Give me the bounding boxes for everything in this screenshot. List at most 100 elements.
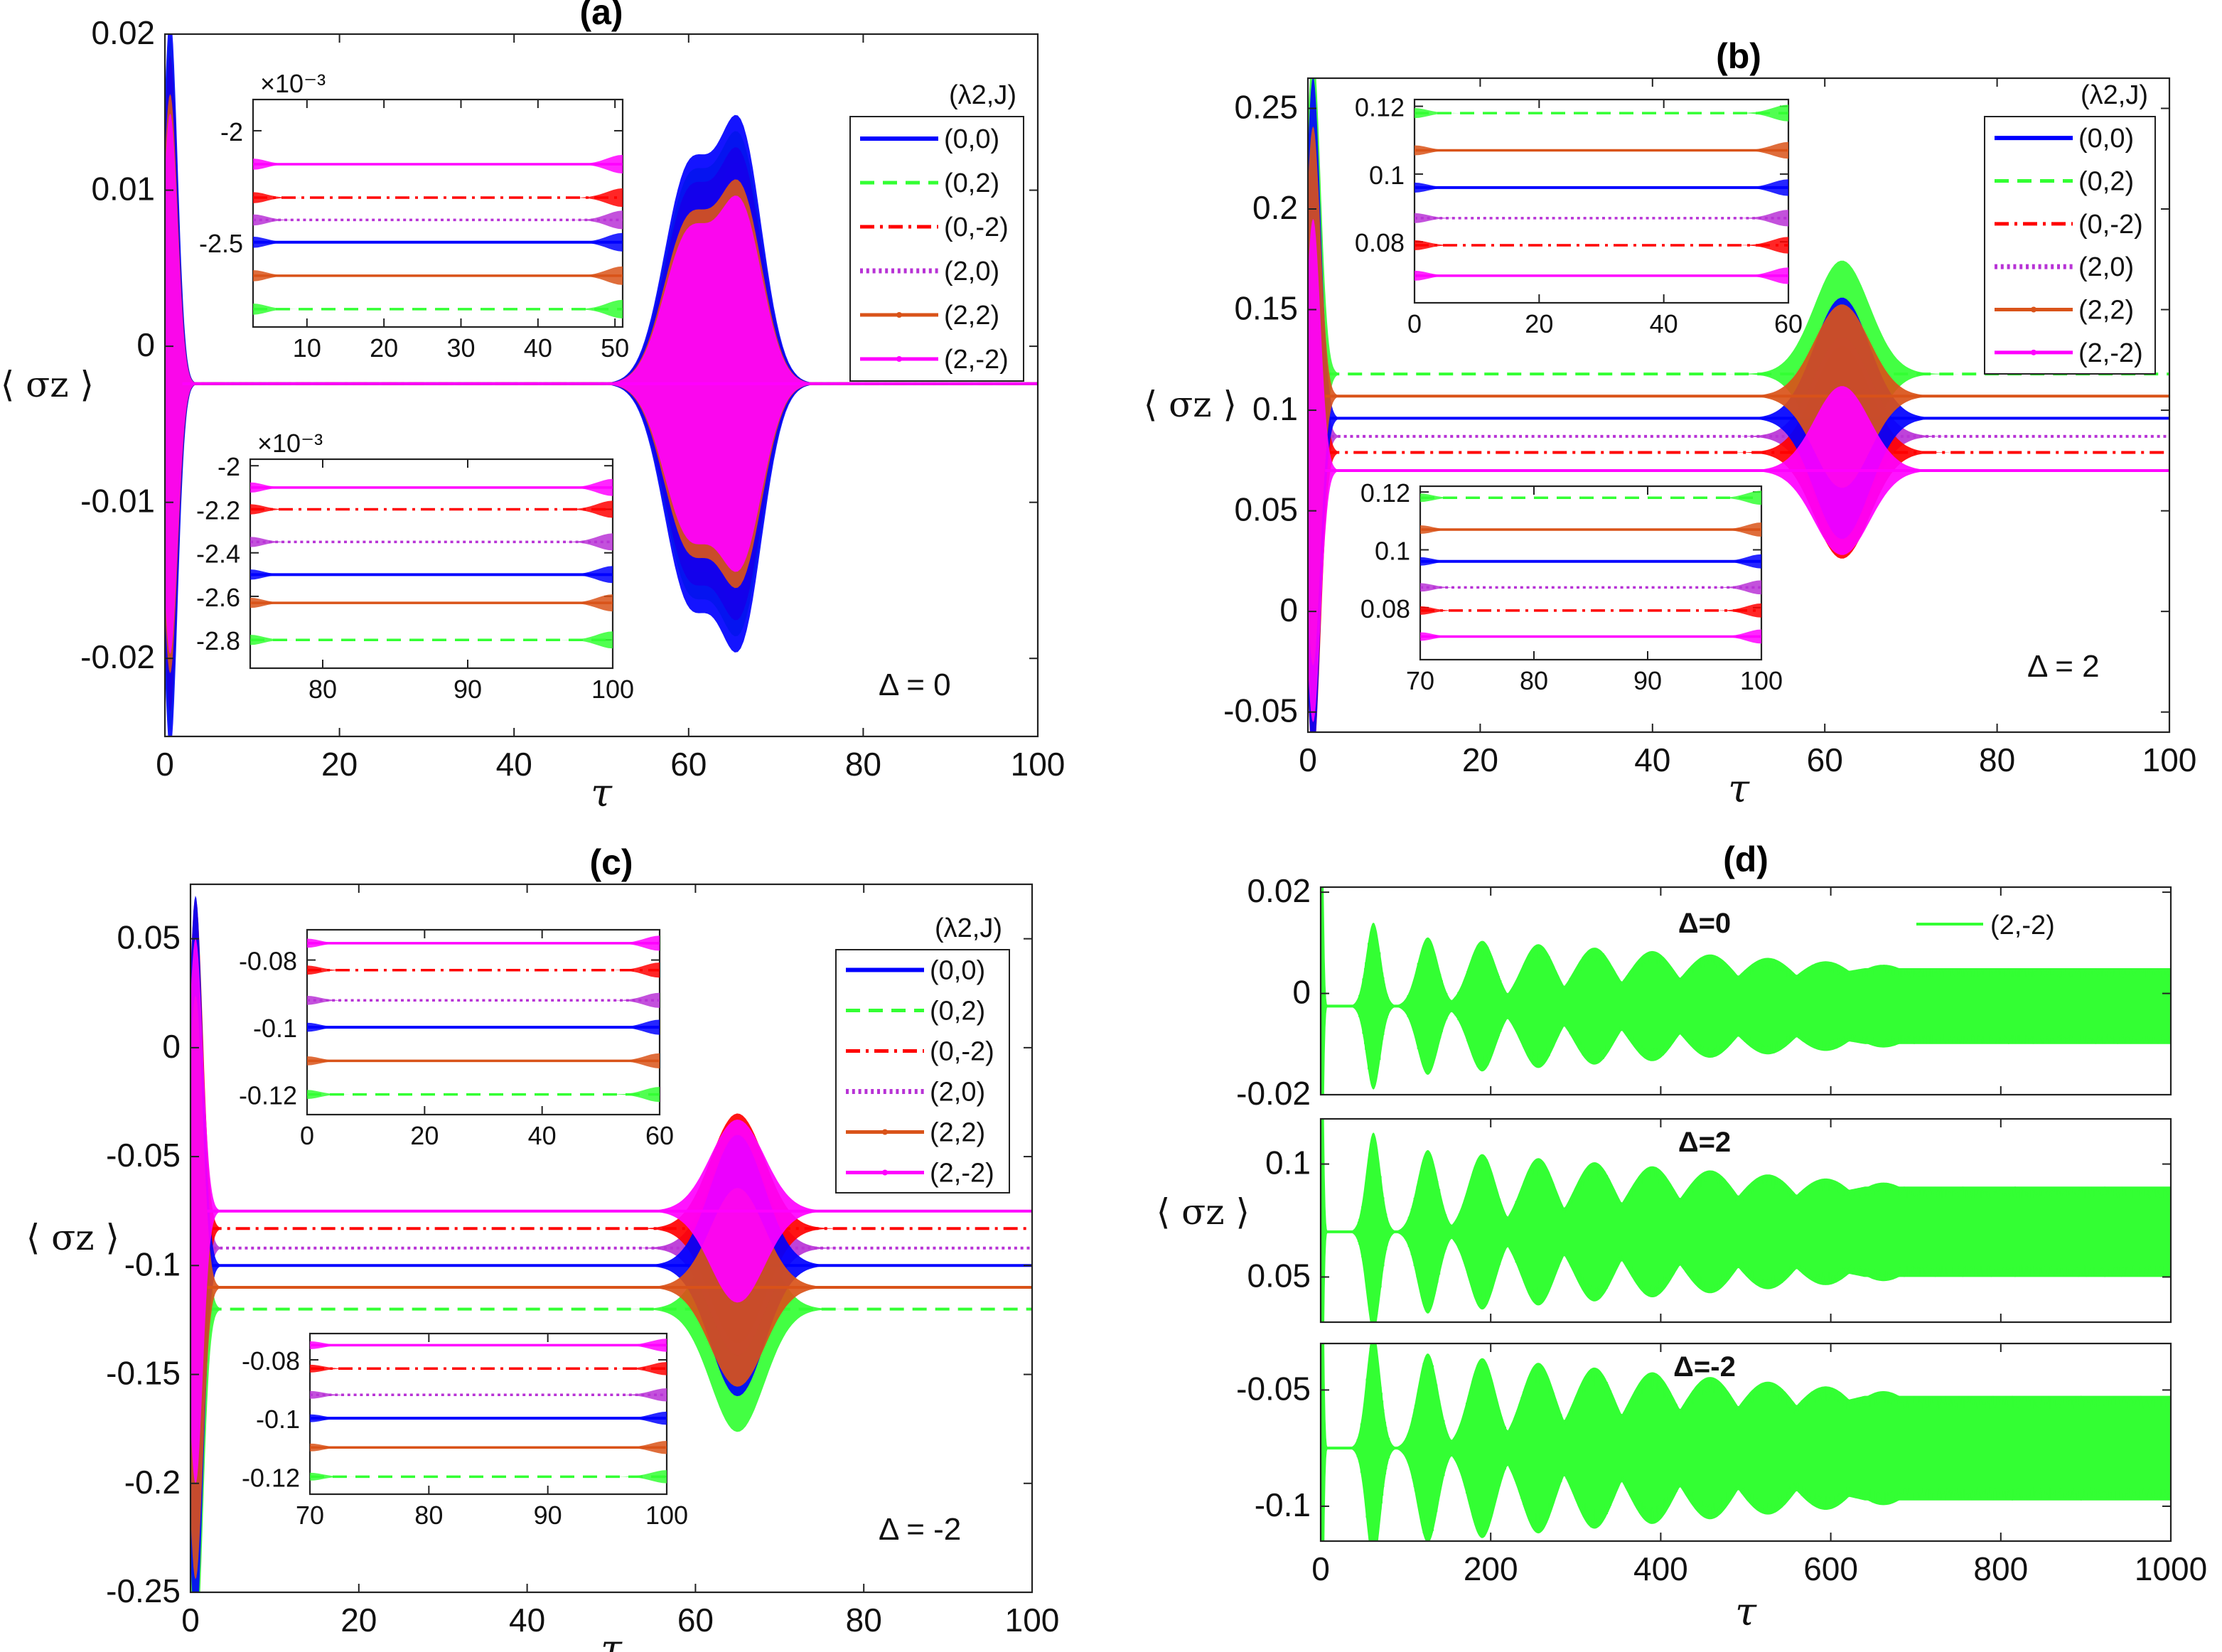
y-tick-label: -2.8 <box>196 626 240 655</box>
legend-label: (2,-2) <box>944 345 1009 375</box>
x-tick-label: 60 <box>1807 741 1843 778</box>
inset-lines <box>250 478 613 649</box>
y-tick-label: -0.12 <box>242 1463 300 1492</box>
y-tick-label: 0.1 <box>1375 536 1410 565</box>
y-tick-label: -0.02 <box>1236 1075 1311 1112</box>
inset: 10 20 30 40 50 -2 -2.5 ×10⁻³ <box>199 69 629 363</box>
series-initial-transient <box>1321 1343 1328 1541</box>
legend-label: (0,-2) <box>2078 210 2143 240</box>
y-tick-label: -0.08 <box>239 947 297 976</box>
legend-marker <box>2031 306 2036 313</box>
plot-frame <box>189 883 1034 1594</box>
panel-title: (c) <box>589 842 633 882</box>
data-layer <box>190 896 1032 1592</box>
x-tick-label: 600 <box>1803 1550 1858 1587</box>
x-tick-label: 100 <box>645 1501 688 1530</box>
y-tick-label: 0.08 <box>1360 594 1410 623</box>
y-tick-label: 0.12 <box>1355 93 1405 122</box>
legend-marker <box>882 1129 888 1135</box>
y-tick-label: -0.01 <box>80 483 155 520</box>
y-tick-label: -2.5 <box>199 229 243 258</box>
x-axis-label: τ <box>1735 1589 1757 1634</box>
x-tick-label: 40 <box>1650 309 1678 338</box>
x-axis-label: τ <box>601 1626 623 1652</box>
series-initial-transient <box>1321 887 1328 1095</box>
legend-marker <box>882 1169 888 1176</box>
delta-annotation: Δ = 2 <box>2027 649 2100 684</box>
inset: 0 20 40 60 0.12 0.1 0.08 <box>1355 93 1803 338</box>
y-tick-label: -0.05 <box>106 1137 181 1174</box>
legend-title: (λ2,J) <box>935 913 1002 943</box>
plot-frame <box>1319 1117 2172 1324</box>
series-burst-envelope <box>1695 386 2169 555</box>
series-initial-transient <box>1308 218 1338 723</box>
y-tick-label: -0.1 <box>256 1405 300 1434</box>
legend-label: (2,-2) <box>2078 338 2143 368</box>
legend-marker <box>896 312 902 318</box>
inset-lines <box>1415 104 1788 284</box>
y-tick-label: -0.15 <box>106 1355 181 1392</box>
legend-label: (2,2) <box>2078 296 2134 326</box>
y-tick-label: 0.02 <box>91 14 155 51</box>
data-layer <box>1321 887 2171 1095</box>
x-tick-label: 100 <box>1011 746 1066 783</box>
y-tick-label: -0.2 <box>124 1464 181 1501</box>
series-burst-envelope <box>569 1188 1032 1387</box>
legend-box <box>1984 116 2156 375</box>
y-tick-label: -0.1 <box>253 1014 297 1043</box>
x-tick-label: 20 <box>321 746 358 783</box>
panel-d: (d) 0.02 0 -0.02 Δ=0 (2,-2) 0.1 0.05 Δ=2 0 200 400 6… <box>1156 840 2207 1634</box>
panel-title: (b) <box>1716 36 1761 76</box>
x-tick-label: 30 <box>446 333 475 363</box>
legend-box <box>835 949 1010 1194</box>
x-tick-label: 40 <box>1634 741 1670 778</box>
legend-label: (0,2) <box>944 168 999 198</box>
series-oscillation <box>1356 1343 2171 1541</box>
x-tick-label: 60 <box>670 746 707 783</box>
y-tick-label: 0.15 <box>1234 290 1298 327</box>
x-tick-label: 60 <box>645 1121 674 1150</box>
y-tick-label: -2 <box>218 452 240 481</box>
inset-lines <box>253 154 623 318</box>
plot-frame <box>163 33 1039 738</box>
x-tick-label: 0 <box>1299 741 1317 778</box>
inset-lines <box>307 935 660 1103</box>
y-tick-label: -0.05 <box>1223 692 1298 729</box>
legend-label: (2,2) <box>944 301 999 331</box>
y-axis-label: ⟨ σz ⟩ <box>26 1217 119 1258</box>
x-tick-label: 80 <box>308 675 337 704</box>
inset: 0 20 40 60 -0.08 -0.1 -0.12 <box>239 928 674 1150</box>
y-tick-label: 0.05 <box>1234 491 1298 528</box>
y-tick-label: 0.2 <box>1252 189 1298 226</box>
plot-frame <box>249 458 614 670</box>
inset-background <box>1415 100 1788 303</box>
legend-marker <box>896 356 902 362</box>
inset: 70 80 90 100 -0.08 -0.1 -0.12 <box>242 1332 688 1530</box>
legend-label: (2,2) <box>930 1118 985 1148</box>
legend: (0,0) (0,2) (0,-2) (2,0) (2,2) (2,-2) <box>1984 116 2156 375</box>
x-tick-label: 100 <box>1740 666 1783 695</box>
y-tick-label: -0.1 <box>124 1245 181 1282</box>
plot-frame <box>1319 886 2172 1096</box>
y-tick-label: 0.1 <box>1369 161 1405 190</box>
legend: (0,0) (0,2) (0,-2) (2,0) (2,2) (2,-2) <box>849 116 1024 382</box>
x-tick-label: 20 <box>1462 741 1498 778</box>
x-tick-label: 100 <box>591 675 634 704</box>
inset-background <box>310 1334 667 1494</box>
x-tick-label: 90 <box>1633 666 1662 695</box>
x-tick-label: 0 <box>156 746 174 783</box>
inset-exponent-label: ×10⁻³ <box>257 429 323 458</box>
series-burst-envelope <box>569 1141 1032 1356</box>
y-tick-label: -0.02 <box>80 638 155 675</box>
inset-background <box>253 100 623 327</box>
y-tick-label: -0.25 <box>106 1572 181 1609</box>
x-tick-label: 70 <box>1406 666 1434 695</box>
x-tick-label: 50 <box>601 333 629 363</box>
delta-annotation: Δ = -2 <box>879 1512 961 1547</box>
legend-label: (0,0) <box>944 124 999 154</box>
series-burst-envelope <box>557 195 1038 572</box>
legend-label: (0,2) <box>930 997 985 1026</box>
inset-exponent-label: ×10⁻³ <box>260 69 326 98</box>
x-tick-label: 800 <box>1973 1550 2028 1587</box>
y-tick-label: 0 <box>1279 591 1298 628</box>
